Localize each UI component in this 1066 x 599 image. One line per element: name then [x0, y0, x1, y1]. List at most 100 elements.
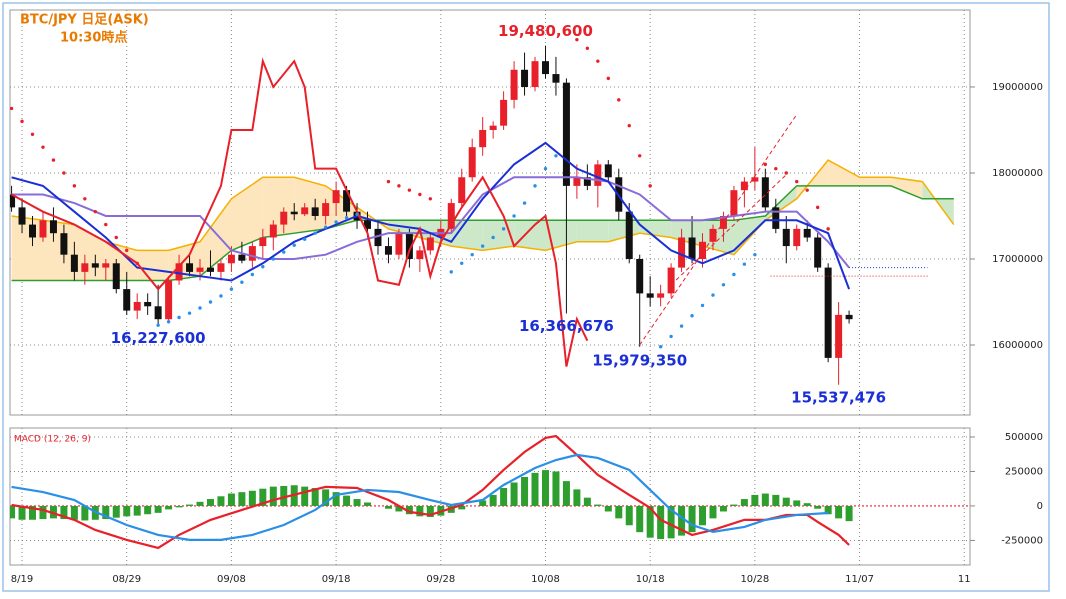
trend-line	[639, 114, 798, 346]
histogram-bar	[269, 486, 277, 506]
candle-body	[447, 203, 455, 229]
histogram-bar	[384, 505, 392, 509]
cloud-fill	[42, 220, 75, 281]
sar-dot	[104, 222, 108, 227]
sar-dot	[501, 227, 506, 231]
price-annotation: 15,537,476	[791, 388, 886, 406]
histogram-bar	[426, 505, 434, 517]
candle-body	[290, 211, 298, 215]
candle-body	[510, 69, 518, 100]
candle-body	[625, 211, 633, 259]
candle-body	[384, 246, 392, 255]
candle-body	[269, 224, 277, 238]
candle-body	[814, 237, 822, 268]
candle-body	[699, 241, 707, 259]
trend-line	[670, 174, 787, 286]
sar-dot	[826, 227, 830, 231]
candle-body	[688, 237, 696, 259]
candle-body	[311, 207, 319, 216]
histogram-bar	[845, 505, 853, 522]
histogram-bar	[521, 476, 529, 506]
price-annotation: 16,366,676	[519, 317, 614, 335]
sar-dot	[480, 244, 485, 248]
y-tick-label: 19000000	[992, 82, 1043, 93]
candle-body	[751, 177, 759, 182]
histogram-bar	[332, 492, 340, 506]
histogram-bar	[562, 481, 570, 506]
candle-body	[489, 125, 497, 130]
cloud-fill	[576, 220, 609, 242]
histogram-bar	[489, 494, 497, 506]
histogram-bar	[123, 505, 131, 517]
histogram-bar	[280, 485, 288, 506]
histogram-bar	[500, 488, 508, 506]
candle-body	[552, 74, 560, 83]
histogram-bar	[39, 505, 47, 520]
macd-plot	[10, 428, 970, 565]
sar-dot	[575, 37, 579, 42]
candle-body	[217, 263, 225, 272]
histogram-bar	[803, 503, 811, 506]
histogram-bar	[175, 505, 183, 508]
sar-dot	[397, 184, 401, 188]
histogram-bar	[772, 494, 780, 506]
candle-body	[238, 254, 246, 261]
sar-dot	[177, 315, 181, 320]
histogram-bar	[678, 505, 686, 536]
histogram-bar	[301, 486, 309, 506]
candle-body	[165, 280, 173, 320]
candle-body	[343, 190, 351, 212]
sar-dot	[638, 154, 642, 158]
sar-dot	[187, 311, 192, 315]
candle-body	[761, 177, 769, 208]
y-tick-label: 16000000	[992, 340, 1043, 351]
histogram-bar	[552, 471, 560, 506]
y-tick-label: 18000000	[992, 168, 1043, 179]
histogram-bar	[395, 505, 403, 512]
histogram-bar	[227, 493, 235, 506]
histogram-bar	[594, 504, 602, 506]
histogram-bar	[583, 497, 591, 506]
candle-body	[49, 220, 57, 234]
histogram-bar	[625, 505, 633, 526]
candle-body	[646, 293, 654, 298]
x-tick-label: 11/07	[845, 574, 874, 585]
histogram-bar	[196, 501, 204, 506]
sar-dot	[658, 345, 663, 349]
sar-dot	[805, 188, 809, 192]
histogram-bar	[646, 505, 654, 538]
sar-dot	[753, 252, 757, 257]
sar-dot	[72, 184, 77, 188]
candle-body	[395, 233, 403, 255]
candle-body	[175, 263, 183, 281]
x-tick-label: 8/19	[11, 574, 33, 585]
candle-body	[70, 254, 78, 272]
sar-dot	[125, 248, 129, 253]
sar-dot	[313, 231, 317, 235]
chart-subtitle: 10:30時点	[60, 30, 127, 46]
candle-body	[364, 220, 372, 229]
histogram-bar	[10, 505, 16, 519]
candle-body	[824, 267, 832, 358]
y-tick-label: -250000	[1001, 535, 1043, 546]
candle-body	[803, 228, 811, 238]
candle-body	[259, 237, 267, 247]
candle-body	[709, 228, 717, 242]
histogram-bar	[322, 489, 330, 506]
histogram-bar	[782, 497, 790, 506]
cloud-fill	[137, 250, 169, 281]
candle-body	[835, 314, 843, 358]
sar-dot	[606, 76, 610, 81]
macd-label: MACD (12, 26, 9)	[14, 435, 91, 445]
y-tick-label: 250000	[1005, 466, 1043, 477]
sar-dot	[93, 209, 98, 214]
candle-body	[730, 190, 738, 216]
histogram-bar	[510, 482, 518, 506]
sar-dot	[627, 123, 631, 128]
histogram-bar	[667, 505, 675, 539]
candle-body	[123, 289, 131, 311]
histogram-bar	[814, 505, 822, 509]
histogram-bar	[343, 495, 351, 506]
candle-body	[196, 267, 204, 272]
sar-dot	[386, 179, 391, 184]
